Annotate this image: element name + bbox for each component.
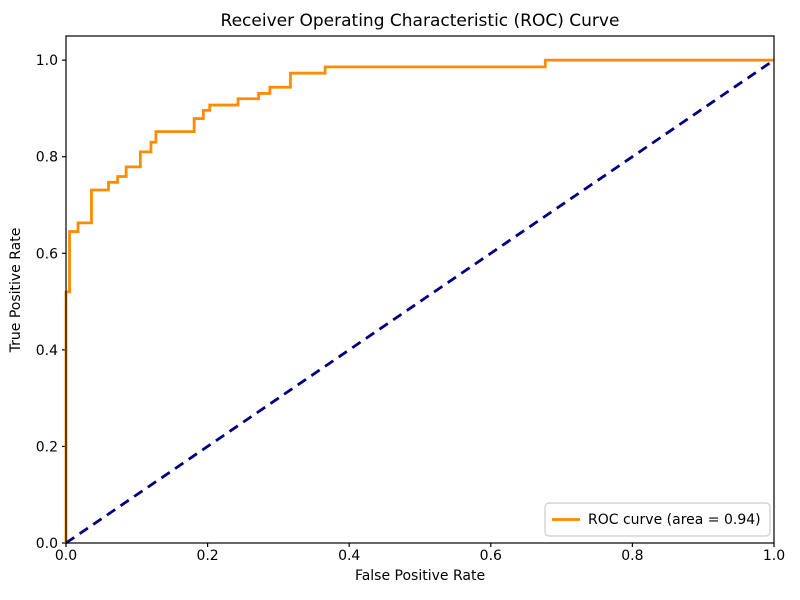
x-tick-label: 0.4: [338, 548, 360, 564]
chance-diagonal-line: [65, 58, 775, 545]
x-tick-label: 0.0: [55, 548, 77, 564]
roc-curve-line: [64, 58, 774, 543]
plot-frame: [65, 35, 775, 544]
x-tick-label: 0.8: [621, 548, 643, 564]
legend-label: ROC curve (area = 0.94): [588, 512, 761, 528]
y-tick-label: 0.0: [36, 536, 58, 552]
y-tick-label: 0.4: [36, 343, 58, 359]
legend-box: [544, 502, 771, 537]
y-axis-ticks: 0.0 0.2 0.4 0.6 0.8 1.0: [36, 53, 66, 552]
y-axis-label: True Positive Rate: [8, 228, 24, 354]
series-lines: [64, 58, 775, 545]
x-axis-ticks: 0.0 0.2 0.4 0.6 0.8 1.0: [55, 543, 785, 564]
x-tick-label: 0.2: [196, 548, 218, 564]
legend: ROC curve (area = 0.94): [544, 502, 771, 537]
chart-title: Receiver Operating Characteristic (ROC) …: [221, 11, 620, 31]
y-tick-label: 0.2: [36, 439, 58, 455]
y-tick-label: 1.0: [36, 53, 58, 69]
y-tick-label: 0.8: [36, 150, 58, 166]
x-axis-label: False Positive Rate: [355, 568, 485, 584]
x-tick-label: 1.0: [763, 548, 785, 564]
x-tick-label: 0.6: [480, 548, 502, 564]
y-tick-label: 0.6: [36, 246, 58, 262]
